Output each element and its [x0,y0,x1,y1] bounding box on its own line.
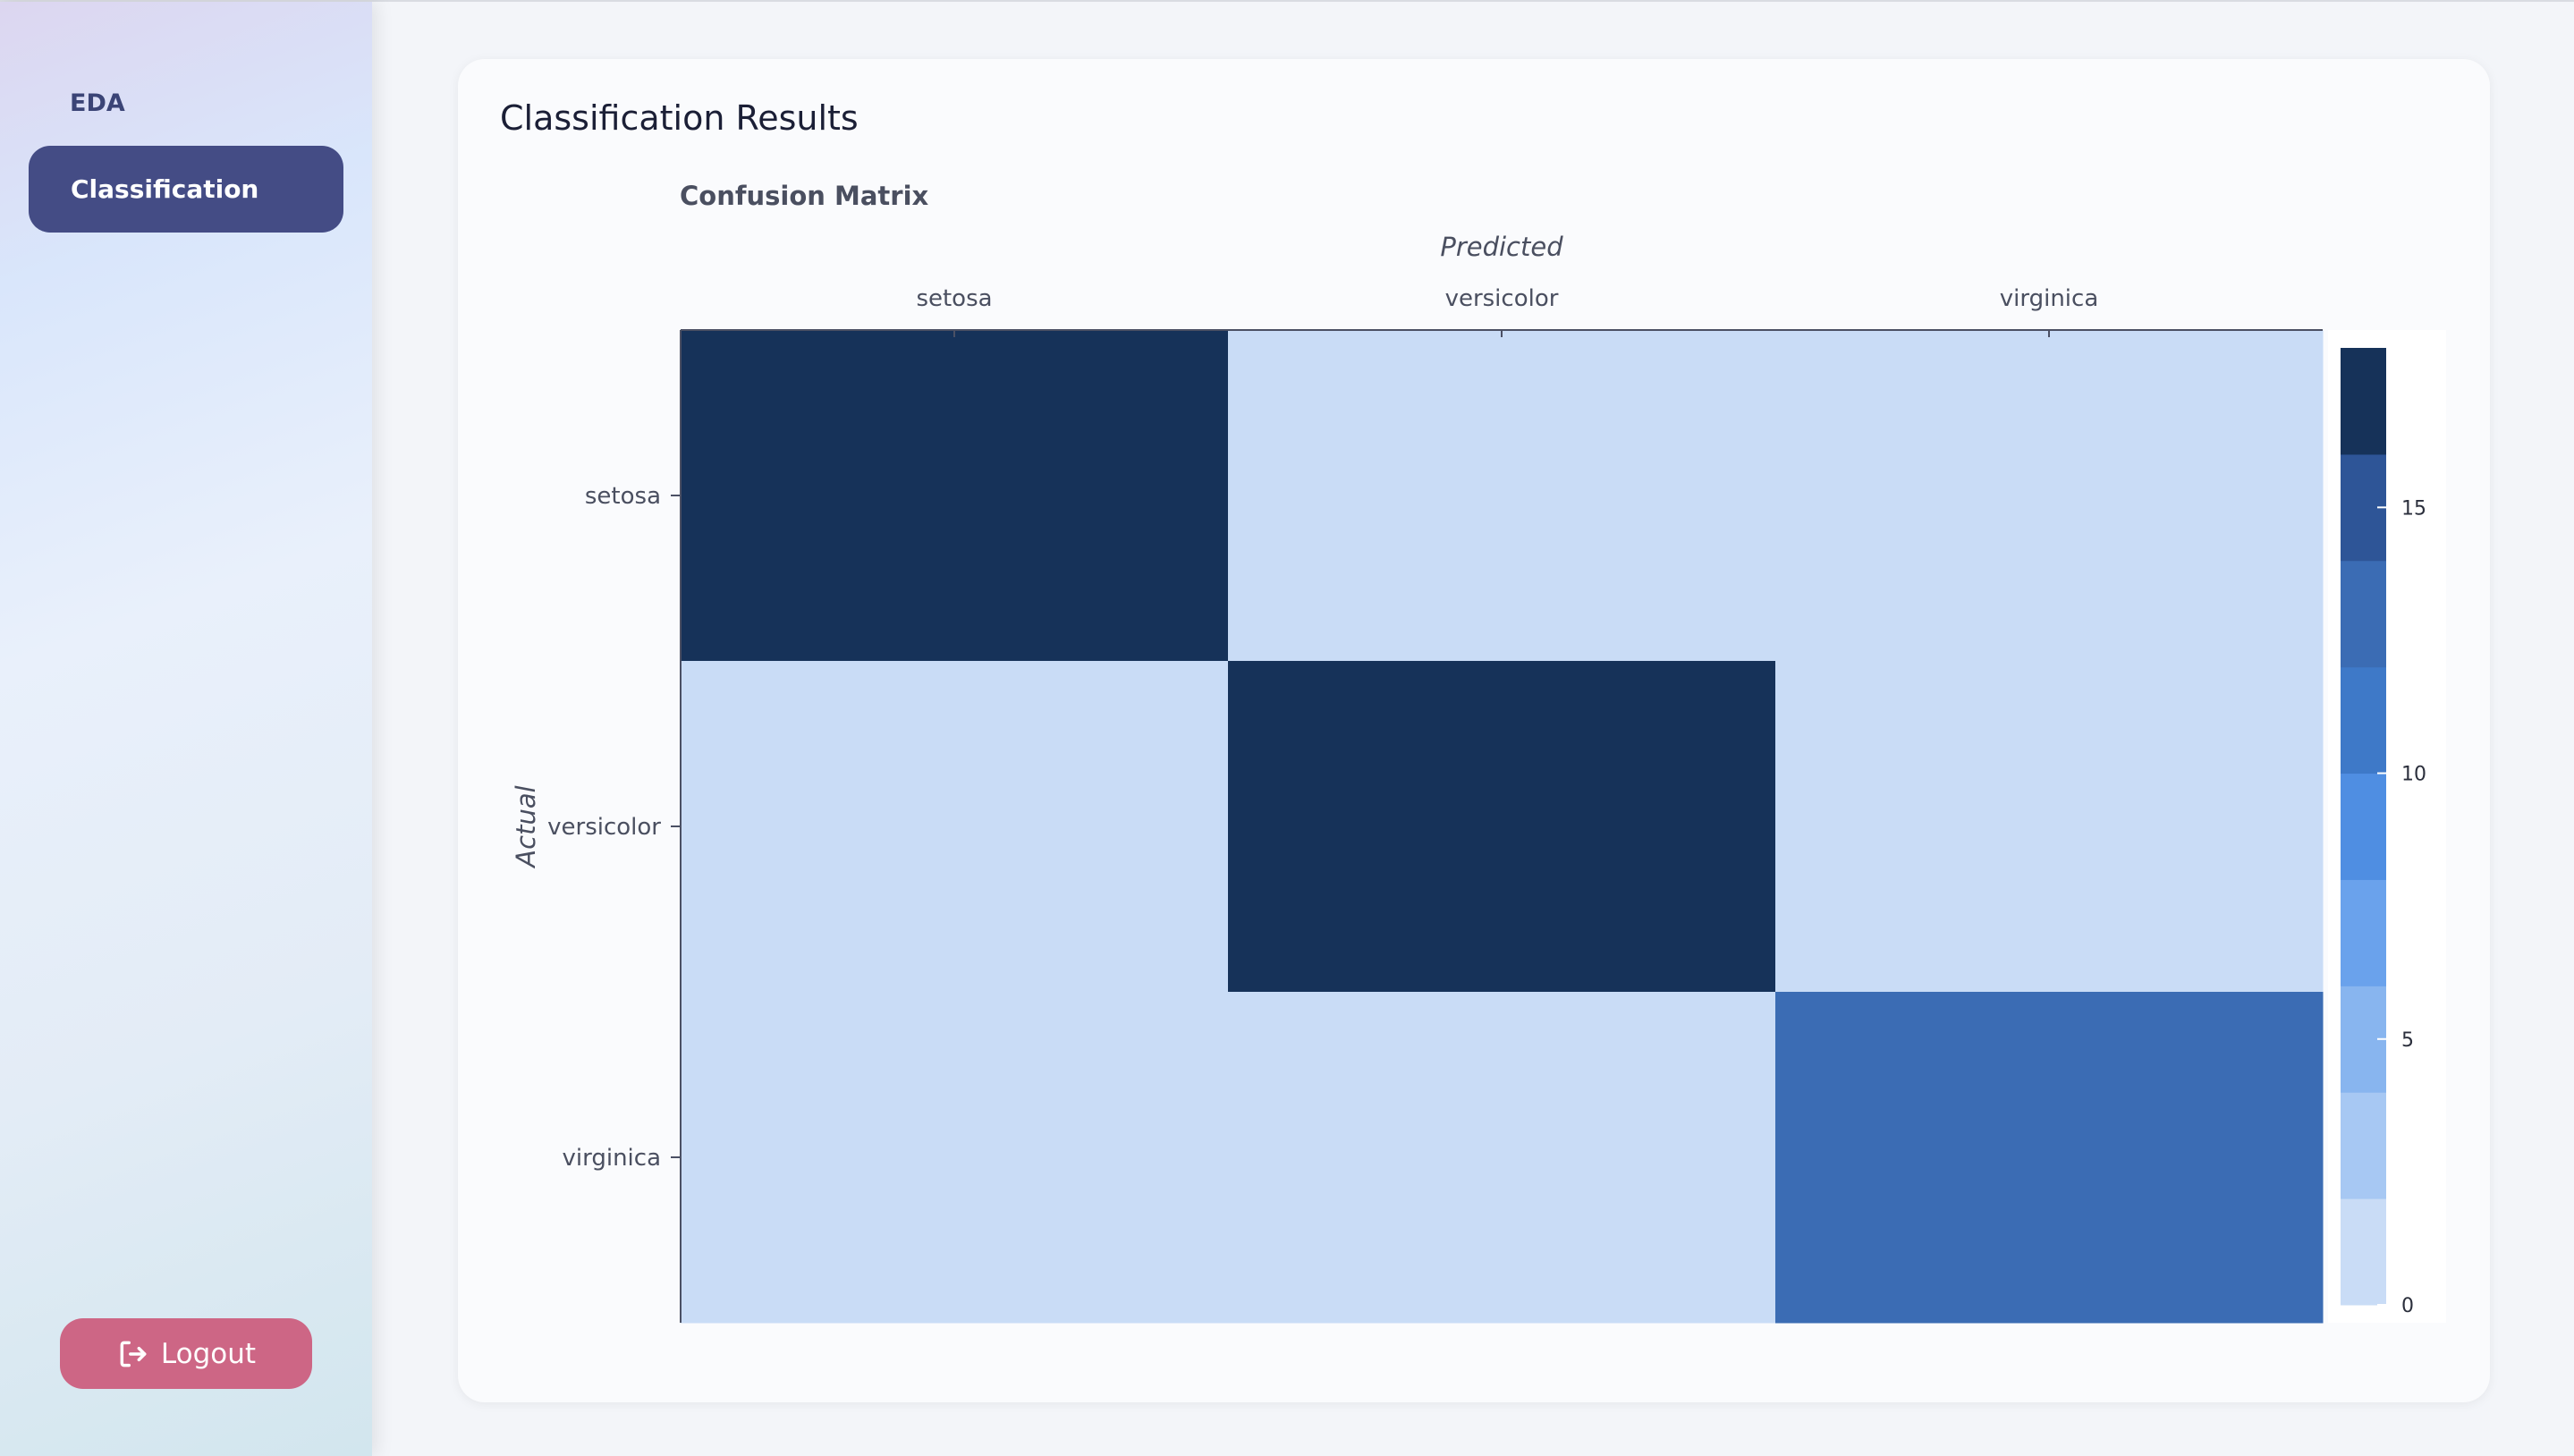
x-axis-title: Predicted [1440,232,1563,262]
x-tick-label: versicolor [1445,285,1559,312]
y-axis-title: Actual [511,785,541,868]
y-tick-label: versicolor [547,814,661,841]
y-tick-label: setosa [585,483,661,510]
y-tick-label: virginica [563,1145,662,1172]
x-tick-label: setosa [916,285,992,312]
heatmap-cell [681,661,1229,993]
heatmap-cell [1775,661,2324,993]
page-title: Classification Results [500,98,859,138]
colorbar-segment [2341,666,2386,775]
top-border [0,0,2574,2]
colorbar-segment [2341,1092,2386,1199]
colorbar-segment [2341,560,2386,668]
colorbar-tick-label: 0 [2401,1295,2414,1317]
colorbar-segment [2341,1198,2386,1306]
sidebar: EDA Classification Logout [0,2,372,1456]
colorbar-tick-label: 5 [2401,1029,2414,1052]
heatmap-cell [681,992,1229,1324]
heatmap-cell [1228,992,1776,1324]
colorbar-tick-label: 15 [2401,497,2426,520]
logout-button[interactable]: Logout [60,1318,312,1389]
heatmap-cell [1228,661,1776,993]
colorbar-segment [2341,348,2386,455]
colorbar-segment [2341,879,2386,986]
heatmap-cell [1775,992,2324,1324]
heatmap-cell [1228,330,1776,662]
heatmap-cell [1775,330,2324,662]
logout-label: Logout [160,1337,257,1370]
chart-title: Confusion Matrix [680,181,929,211]
colorbar-segment [2341,773,2386,880]
colorbar-tick-label: 10 [2401,764,2426,786]
sidebar-item-eda[interactable]: EDA [70,89,125,117]
sidebar-item-classification[interactable]: Classification [29,146,343,233]
heatmap-cell [681,330,1229,662]
x-tick-label: virginica [2000,285,2099,312]
logout-icon [120,1341,147,1367]
